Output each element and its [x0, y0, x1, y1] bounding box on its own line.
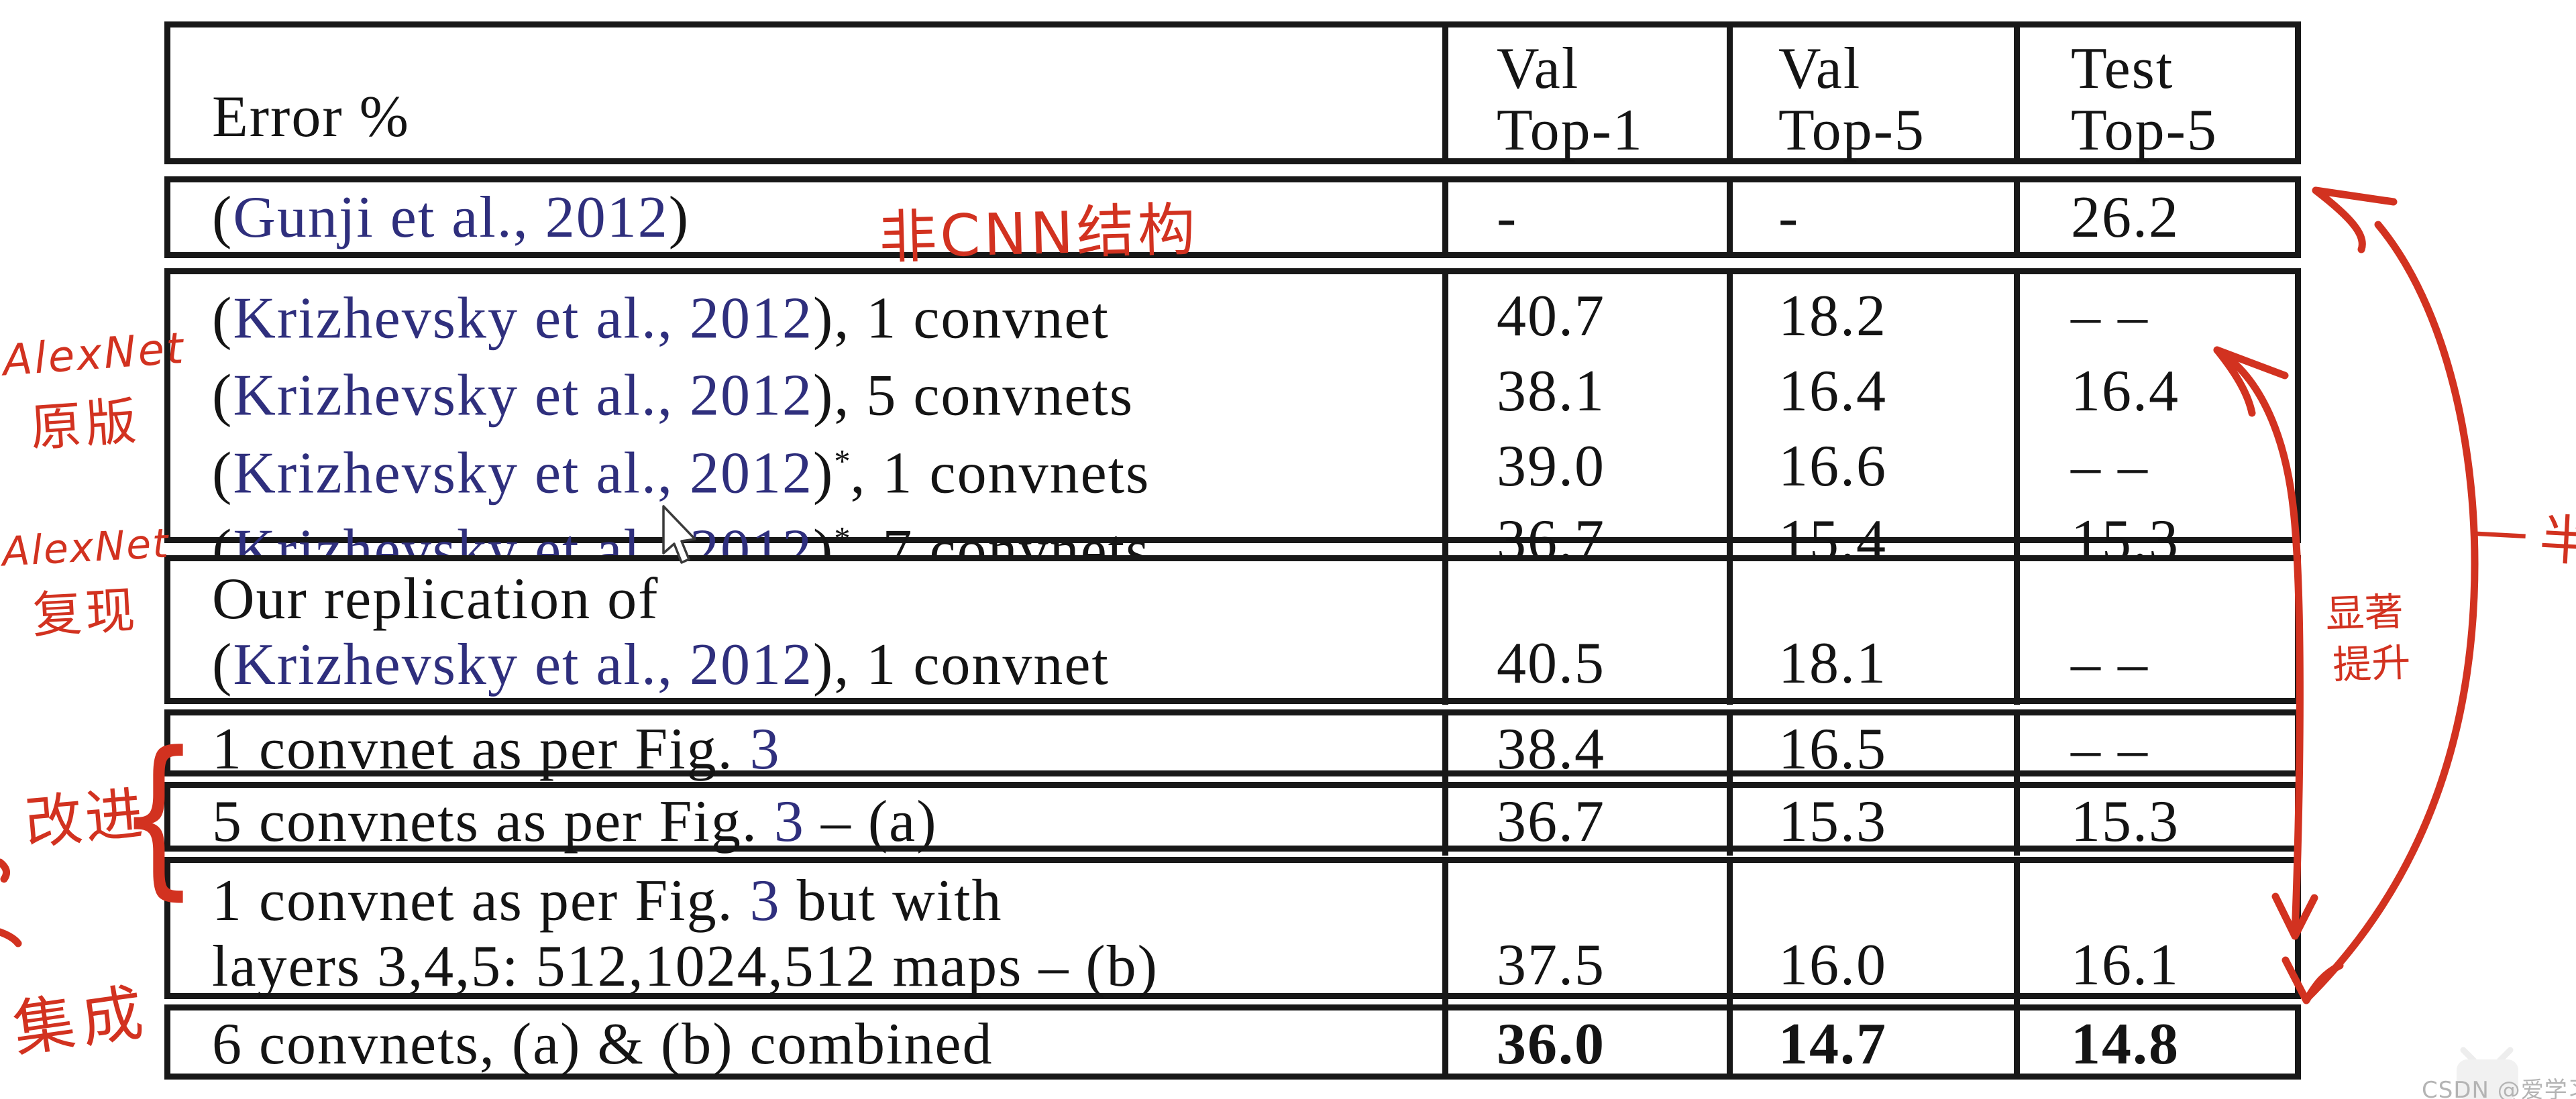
combined-val-top1: 36.0 [1442, 1010, 1727, 1078]
citation-link[interactable]: Krizhevsky et al., 2012 [233, 632, 813, 697]
figure-link[interactable]: 3 [749, 868, 781, 933]
annotation-ensemble: 集成 [8, 976, 154, 1066]
a-row-label: 5 convnets as per Fig. 3 – (a) [212, 789, 938, 854]
fig3-val-top1: 38.4 [1442, 715, 1727, 783]
gunji-label: (Gunji et al., 2012) [212, 184, 690, 250]
a-val-top5: 15.3 [1727, 788, 2014, 856]
citation-link[interactable]: Krizhevsky et al., 2012 [233, 286, 813, 351]
figure-link[interactable]: 3 [749, 717, 781, 782]
replication-val-top1: 40.5 [1442, 561, 1727, 705]
table-row: (Krizhevsky et al., 2012), 1 convnet [212, 286, 1110, 351]
figure-link[interactable]: 3 [773, 789, 805, 854]
replication-label: Our replication of (Krizhevsky et al., 2… [212, 567, 1110, 697]
a-test-top5: 15.3 [2014, 788, 2295, 856]
annotation-significant-improvement: 显著 提升 [2324, 589, 2412, 688]
citation-link[interactable]: Krizhevsky et al., 2012 [233, 440, 813, 506]
block-our-replication: Our replication of (Krizhevsky et al., 2… [164, 555, 2301, 705]
b-val-top5: 16.0 [1727, 863, 2014, 1006]
gunji-test-top5: 26.2 [2014, 182, 2295, 252]
b-label: 1 convnet as per Fig. 3 but with layers … [212, 868, 1159, 999]
citation-link[interactable]: Krizhevsky et al., 2012 [233, 363, 813, 428]
alexnet-vals-top5: 18.2 16.4 16.6 15.4 [1727, 274, 2014, 584]
annotation-half: 一半 [2472, 504, 2576, 575]
fig3-label: 1 convnet as per Fig. 3 [212, 717, 781, 782]
header-error-col: Error % [170, 27, 1442, 162]
red-stroke-fragment [0, 858, 11, 883]
row-gunji: (Gunji et al., 2012) - - 26.2 [164, 176, 2301, 258]
gunji-val-top5: - [1727, 182, 2014, 252]
header-val-top1: Val Top-1 [1442, 27, 1727, 162]
row-fig3: 1 convnet as per Fig. 3 38.4 16.5 – – [164, 709, 2301, 783]
gunji-val-top1: - [1442, 182, 1727, 252]
header-error-label: Error % [212, 84, 410, 150]
annotation-alexnet-replication: AlexNet 复现 [1, 520, 171, 645]
combined-test-top5: 14.8 [2014, 1010, 2295, 1078]
watermark-text: CSDN @爱学习的书文 [2422, 1077, 2576, 1099]
annotation-brace: { [118, 715, 199, 916]
replication-test-top5: – – [2014, 561, 2295, 705]
fig3-val-top5: 16.5 [1727, 715, 2014, 783]
a-val-top1: 36.7 [1442, 788, 1727, 856]
combined-label: 6 convnets, (a) & (b) combined [212, 1012, 994, 1077]
csdn-logo-icon [2457, 1047, 2518, 1099]
annotation-alexnet-original: AlexNet 原版 [1, 323, 187, 458]
alexnet-vals-top1: 40.7 38.1 39.0 36.7 [1442, 274, 1727, 584]
alexnet-rows-labels: (Krizhevsky et al., 2012), 1 convnet (Kr… [170, 274, 1442, 583]
header-val-top5: Val Top-5 [1727, 27, 2014, 162]
block-b: 1 convnet as per Fig. 3 but with layers … [164, 857, 2301, 1006]
replication-val-top5: 18.1 [1727, 561, 2014, 705]
row-combined: 6 convnets, (a) & (b) combined 36.0 14.7… [164, 1004, 2301, 1080]
block-alexnet-original: (Krizhevsky et al., 2012), 1 convnet (Kr… [164, 268, 2301, 584]
header-test-top5: Test Top-5 [2014, 27, 2295, 162]
fig3-test-top5: – – [2014, 715, 2295, 783]
row-a: 5 convnets as per Fig. 3 – (a) 36.7 15.3… [164, 782, 2301, 856]
b-test-top5: 16.1 [2014, 863, 2295, 1006]
arrow-half-head-top [2312, 186, 2398, 253]
table-row: (Krizhevsky et al., 2012), 5 convnets [212, 363, 1134, 428]
b-val-top1: 37.5 [1442, 863, 1727, 1006]
mouse-cursor-icon [662, 505, 696, 564]
table-row: (Krizhevsky et al., 2012)*, 1 convnets [212, 440, 1150, 506]
red-stroke-fragment [0, 928, 22, 947]
citation-link[interactable]: Gunji et al., 2012 [233, 184, 669, 250]
table-header-block: Error % Val Top-1 Val Top-5 Test Top-5 [164, 21, 2301, 164]
annotation-non-cnn: 非CNN结构 [877, 196, 1200, 272]
combined-val-top5: 14.7 [1727, 1010, 2014, 1078]
alexnet-vals-test: – – 16.4 – – 15.3 [2014, 274, 2295, 584]
